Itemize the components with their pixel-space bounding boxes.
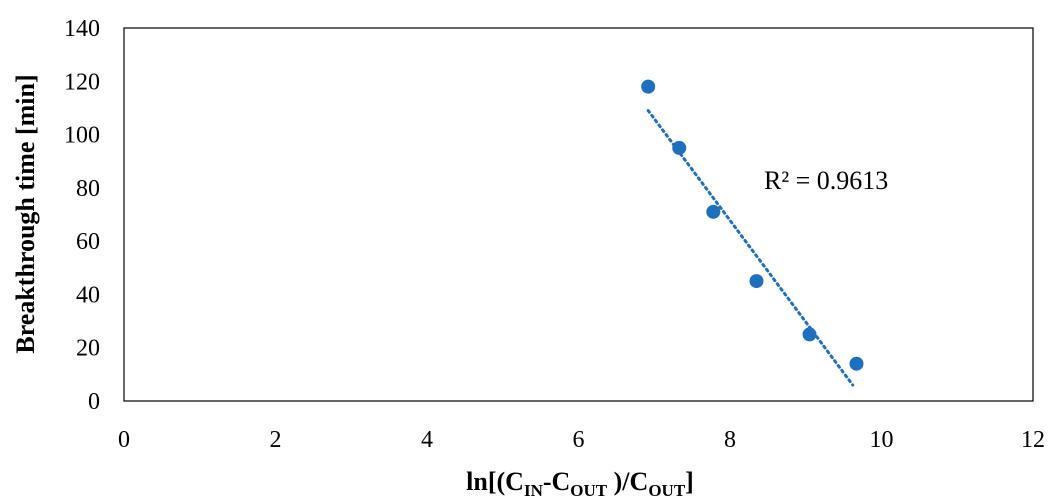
x-title-sub-out-1: OUT [570, 481, 608, 500]
y-tick-label: 100 [64, 123, 100, 149]
x-tick-label: 10 [870, 427, 894, 453]
x-title-prefix: ln[(C [466, 467, 524, 496]
plot-frame [123, 27, 1034, 402]
x-title-mid2: )/C [607, 467, 648, 496]
y-tick-label: 0 [88, 389, 100, 415]
r-squared-annotation: R² = 0.9613 [764, 166, 888, 195]
x-tick-label: 6 [573, 427, 585, 453]
x-tick-label: 8 [724, 427, 736, 453]
x-title-suffix: ] [685, 467, 694, 496]
data-point [672, 140, 687, 155]
x-tick-labels: 0 2 4 6 8 10 12 [118, 427, 1045, 453]
y-tick-label: 20 [76, 336, 100, 362]
data-points [641, 79, 864, 371]
y-tick-labels: 0 20 40 60 80 100 120 140 [64, 16, 100, 415]
x-tick-label: 2 [270, 427, 282, 453]
x-title-sub-in: IN [524, 481, 544, 500]
trendline [646, 109, 855, 387]
data-point [706, 204, 721, 219]
data-point [849, 356, 864, 371]
x-tick-label: 12 [1021, 427, 1045, 453]
y-tick-label: 140 [64, 16, 100, 42]
y-tick-label: 120 [64, 69, 100, 95]
data-point [641, 79, 656, 94]
data-point [802, 327, 817, 342]
x-tick-label: 0 [118, 427, 130, 453]
x-title-sub-out-2: OUT [648, 481, 686, 500]
x-axis-title: ln[(CIN-COUT )/COUT] [466, 467, 694, 500]
x-title-mid1: -C [543, 467, 570, 496]
trendline-group [646, 109, 855, 387]
y-tick-label: 40 [76, 282, 100, 308]
data-point [749, 274, 764, 289]
y-tick-label: 60 [76, 229, 100, 255]
y-axis-title: Breakthrough time [min] [11, 74, 40, 353]
x-tick-label: 4 [421, 427, 433, 453]
y-tick-label: 80 [76, 176, 100, 202]
